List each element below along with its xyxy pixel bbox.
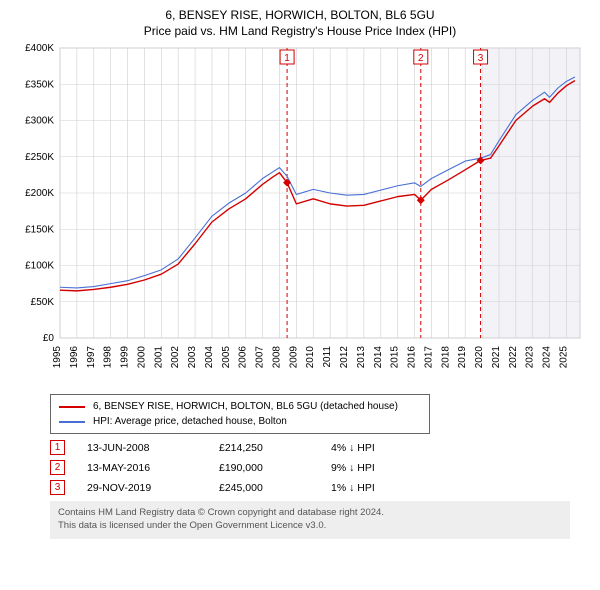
- event-row: 2 13-MAY-2016 £190,000 9% ↓ HPI: [50, 460, 588, 475]
- svg-text:2019: 2019: [457, 346, 468, 369]
- chart-title: 6, BENSEY RISE, HORWICH, BOLTON, BL6 5GU: [12, 8, 588, 22]
- svg-text:£50K: £50K: [31, 297, 55, 308]
- event-price: £214,250: [219, 442, 309, 454]
- svg-text:1997: 1997: [86, 346, 97, 369]
- svg-text:2: 2: [418, 53, 424, 64]
- svg-text:2007: 2007: [255, 346, 266, 369]
- svg-text:2022: 2022: [508, 346, 519, 369]
- footer-line-1: Contains HM Land Registry data © Crown c…: [58, 507, 562, 520]
- svg-text:£350K: £350K: [25, 79, 54, 90]
- event-delta: 1% ↓ HPI: [331, 482, 375, 494]
- footer-attribution: Contains HM Land Registry data © Crown c…: [50, 501, 570, 539]
- svg-text:2000: 2000: [136, 346, 147, 369]
- svg-text:2025: 2025: [558, 346, 569, 369]
- svg-text:1998: 1998: [103, 346, 114, 369]
- svg-text:£200K: £200K: [25, 188, 54, 199]
- svg-text:2009: 2009: [288, 346, 299, 369]
- events-table: 1 13-JUN-2008 £214,250 4% ↓ HPI 2 13-MAY-2016…: [50, 440, 588, 495]
- legend-item: 6, BENSEY RISE, HORWICH, BOLTON, BL6 5GU…: [59, 399, 421, 414]
- svg-text:2015: 2015: [390, 346, 401, 369]
- svg-text:£300K: £300K: [25, 116, 54, 127]
- svg-text:2011: 2011: [322, 346, 333, 368]
- svg-text:£100K: £100K: [25, 261, 54, 272]
- svg-text:2010: 2010: [305, 346, 316, 369]
- event-row: 3 29-NOV-2019 £245,000 1% ↓ HPI: [50, 480, 588, 495]
- event-date: 13-MAY-2016: [87, 462, 197, 474]
- svg-text:3: 3: [478, 53, 484, 64]
- svg-text:2012: 2012: [339, 346, 350, 369]
- legend-swatch: [59, 406, 85, 408]
- svg-text:1995: 1995: [52, 346, 63, 369]
- svg-text:2001: 2001: [153, 346, 164, 369]
- svg-text:2017: 2017: [423, 346, 434, 369]
- event-delta: 4% ↓ HPI: [331, 442, 375, 454]
- event-delta: 9% ↓ HPI: [331, 462, 375, 474]
- legend-item: HPI: Average price, detached house, Bolt…: [59, 414, 421, 429]
- event-marker-icon: 3: [50, 480, 65, 495]
- chart-area: £0 £50K £100K £150K £200K £250K £300K £350K £400…: [12, 44, 588, 384]
- svg-text:2008: 2008: [271, 346, 282, 369]
- svg-text:2024: 2024: [542, 346, 553, 369]
- svg-text:2005: 2005: [221, 346, 232, 369]
- svg-text:£150K: £150K: [25, 224, 54, 235]
- svg-text:2021: 2021: [491, 346, 502, 369]
- svg-text:£0: £0: [43, 333, 55, 344]
- event-marker-icon: 1: [50, 440, 65, 455]
- event-price: £190,000: [219, 462, 309, 474]
- svg-text:1996: 1996: [69, 346, 80, 369]
- svg-text:£400K: £400K: [25, 44, 54, 54]
- svg-text:2020: 2020: [474, 346, 485, 369]
- svg-text:1999: 1999: [120, 346, 131, 369]
- event-date: 13-JUN-2008: [87, 442, 197, 454]
- svg-text:2006: 2006: [238, 346, 249, 369]
- legend-label: 6, BENSEY RISE, HORWICH, BOLTON, BL6 5GU…: [93, 399, 398, 414]
- svg-text:£250K: £250K: [25, 152, 54, 163]
- svg-text:2014: 2014: [373, 346, 384, 369]
- svg-text:2003: 2003: [187, 346, 198, 369]
- event-row: 1 13-JUN-2008 £214,250 4% ↓ HPI: [50, 440, 588, 455]
- svg-text:2002: 2002: [170, 346, 181, 369]
- svg-text:1: 1: [284, 53, 290, 64]
- event-date: 29-NOV-2019: [87, 482, 197, 494]
- footer-line-2: This data is licensed under the Open Gov…: [58, 520, 562, 533]
- svg-text:2018: 2018: [440, 346, 451, 369]
- svg-text:2023: 2023: [525, 346, 536, 369]
- legend-label: HPI: Average price, detached house, Bolt…: [93, 414, 287, 429]
- event-price: £245,000: [219, 482, 309, 494]
- legend: 6, BENSEY RISE, HORWICH, BOLTON, BL6 5GU…: [50, 394, 430, 434]
- svg-text:2016: 2016: [407, 346, 418, 369]
- svg-text:2013: 2013: [356, 346, 367, 369]
- chart-subtitle: Price paid vs. HM Land Registry's House …: [12, 24, 588, 38]
- event-marker-icon: 2: [50, 460, 65, 475]
- legend-swatch: [59, 421, 85, 423]
- line-chart-svg: £0 £50K £100K £150K £200K £250K £300K £350K £400…: [12, 44, 588, 384]
- chart-container: 6, BENSEY RISE, HORWICH, BOLTON, BL6 5GU…: [0, 0, 600, 590]
- svg-text:2004: 2004: [204, 346, 215, 369]
